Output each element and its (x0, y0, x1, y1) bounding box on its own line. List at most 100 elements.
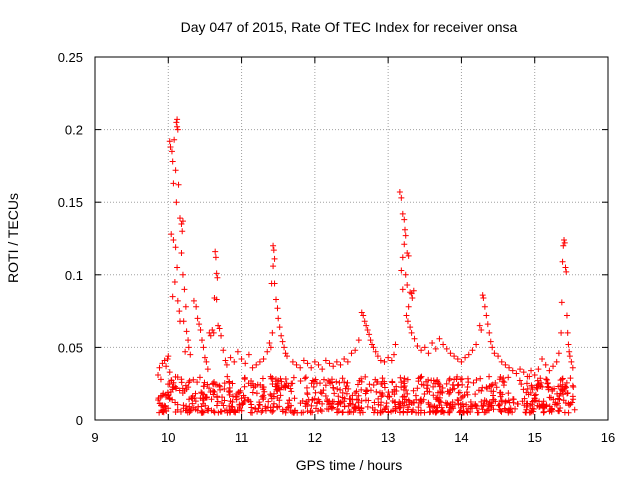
band-point (472, 391, 479, 398)
band-point (226, 391, 233, 398)
data-point (407, 324, 414, 331)
band-point (319, 400, 326, 407)
band-point (260, 396, 267, 403)
data-point (561, 239, 568, 246)
data-point (308, 364, 315, 371)
band-point (262, 405, 269, 412)
band-point (427, 408, 434, 415)
data-point (270, 263, 277, 270)
band-point (339, 389, 346, 396)
band-point (194, 379, 201, 386)
band-point (276, 403, 283, 410)
data-point (563, 312, 570, 319)
band-point (326, 378, 333, 385)
band-point (317, 389, 324, 396)
band-point (211, 389, 218, 396)
data-point (487, 338, 494, 345)
band-point (259, 393, 266, 400)
band-point (485, 407, 492, 414)
band-point (467, 398, 474, 405)
band-point (370, 381, 377, 388)
band-point (528, 384, 535, 391)
data-point (174, 116, 181, 123)
band-point (379, 408, 386, 415)
band-point (563, 384, 570, 391)
band-point (375, 395, 382, 402)
data-point (289, 358, 296, 365)
band-point (509, 396, 516, 403)
band-point (371, 399, 378, 406)
band-point (189, 400, 196, 407)
data-point (227, 354, 234, 361)
band-point (379, 375, 386, 382)
band-point (249, 409, 256, 416)
band-point (401, 375, 408, 382)
band-point (495, 402, 502, 409)
band-point (375, 401, 382, 408)
band-point (398, 379, 405, 386)
band-point (569, 393, 576, 400)
data-point (164, 356, 171, 363)
band-point (343, 390, 350, 397)
data-point (542, 361, 549, 368)
data-point (223, 361, 230, 368)
data-point (451, 353, 458, 360)
band-point (200, 383, 207, 390)
band-point (303, 384, 310, 391)
data-point (242, 360, 249, 367)
band-point (569, 382, 576, 389)
data-point (404, 250, 411, 257)
data-point (322, 357, 329, 364)
band-point (248, 401, 255, 408)
band-point (455, 397, 462, 404)
band-point (196, 374, 203, 381)
band-point (358, 386, 365, 393)
data-point (506, 364, 513, 371)
data-point (177, 215, 184, 222)
data-point (440, 341, 447, 348)
data-points (155, 116, 576, 383)
band-point (249, 389, 256, 396)
band-point (446, 375, 453, 382)
band-point (232, 408, 239, 415)
data-point (315, 361, 322, 368)
band-point (322, 392, 329, 399)
band-point (169, 386, 176, 393)
data-point (425, 350, 432, 357)
chart-title: Day 047 of 2015, Rate Of TEC Index for r… (181, 19, 518, 35)
band-point (432, 408, 439, 415)
data-point (193, 303, 200, 310)
data-point (520, 369, 527, 376)
band-point (439, 408, 446, 415)
band-point (557, 377, 564, 384)
data-point (352, 347, 359, 354)
data-point (209, 326, 216, 333)
data-point (348, 350, 355, 357)
x-tick-label: 14 (454, 430, 468, 445)
data-point (174, 123, 181, 130)
data-point (156, 364, 163, 371)
band-point (282, 409, 289, 416)
data-point (555, 350, 562, 357)
band-point (172, 409, 179, 416)
data-point (273, 296, 280, 303)
band-point (208, 407, 215, 414)
band-point (383, 400, 390, 407)
band-point (439, 389, 446, 396)
band-point (182, 382, 189, 389)
band-point (248, 382, 255, 389)
band-point (335, 393, 342, 400)
band-point (308, 402, 315, 409)
band-point (230, 393, 237, 400)
data-point (418, 347, 425, 354)
data-point (220, 347, 227, 354)
band-point (401, 382, 408, 389)
data-point (484, 321, 491, 328)
band-point (439, 408, 446, 415)
band-point (202, 394, 209, 401)
band-point (478, 387, 485, 394)
band-point (465, 405, 472, 412)
data-point (173, 199, 180, 206)
band-point (446, 390, 453, 397)
band-point (421, 409, 428, 416)
